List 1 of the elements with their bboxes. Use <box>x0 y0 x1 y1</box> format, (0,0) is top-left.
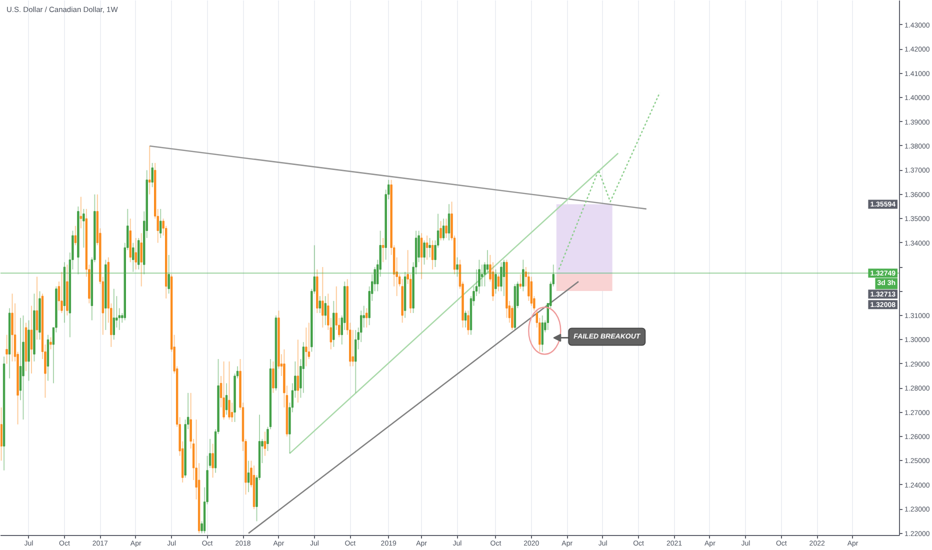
line-series <box>558 92 660 270</box>
